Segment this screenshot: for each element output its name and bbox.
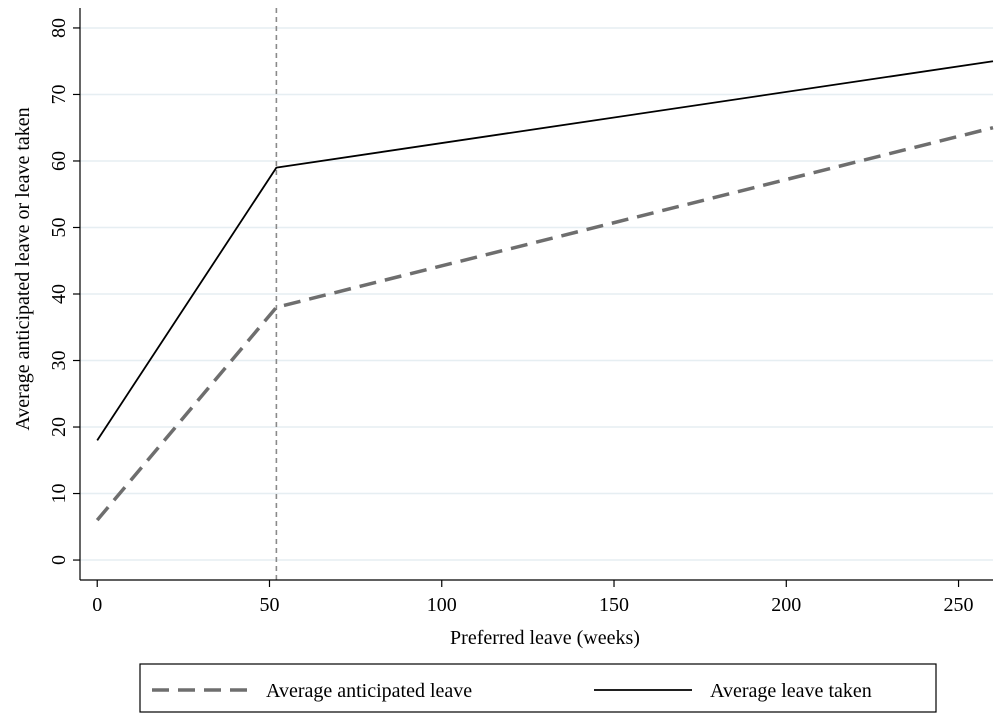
x-tick-label-50: 50	[259, 594, 279, 616]
legend-label-anticipated: Average anticipated leave	[266, 680, 472, 702]
legend-label-taken: Average leave taken	[710, 680, 872, 702]
legend: Average anticipated leave Average leave …	[139, 663, 937, 713]
y-tick-label-20: 20	[48, 417, 70, 437]
x-tick-label-250: 250	[944, 594, 974, 616]
x-tick-label-0: 0	[92, 594, 102, 616]
y-tick-label-40: 40	[48, 284, 70, 304]
y-tick-label-60: 60	[48, 151, 70, 171]
legend-box	[139, 663, 937, 713]
y-axis-title: Average anticipated leave or leave taken	[12, 107, 34, 430]
gridlines	[80, 27, 993, 561]
x-tick-label-150: 150	[599, 594, 629, 616]
y-tick-label-10: 10	[48, 484, 70, 504]
y-tick-label-30: 30	[48, 351, 70, 371]
y-tick-label-0: 0	[48, 555, 70, 565]
series-lines	[95, 60, 994, 522]
y-tick-label-70: 70	[48, 84, 70, 104]
axes	[73, 8, 993, 587]
y-tick-label-80: 80	[48, 18, 70, 38]
tick-labels: 0 10 20 30 40 50 60 70 80 0 50 100 150 200 250	[48, 18, 974, 616]
x-tick-label-200: 200	[771, 594, 801, 616]
series-line-anticipated	[95, 126, 994, 522]
x-axis-title: Preferred leave (weeks)	[450, 627, 640, 649]
x-tick-label-100: 100	[427, 594, 457, 616]
series-line-taken	[96, 60, 994, 441]
y-tick-label-50: 50	[48, 217, 70, 237]
